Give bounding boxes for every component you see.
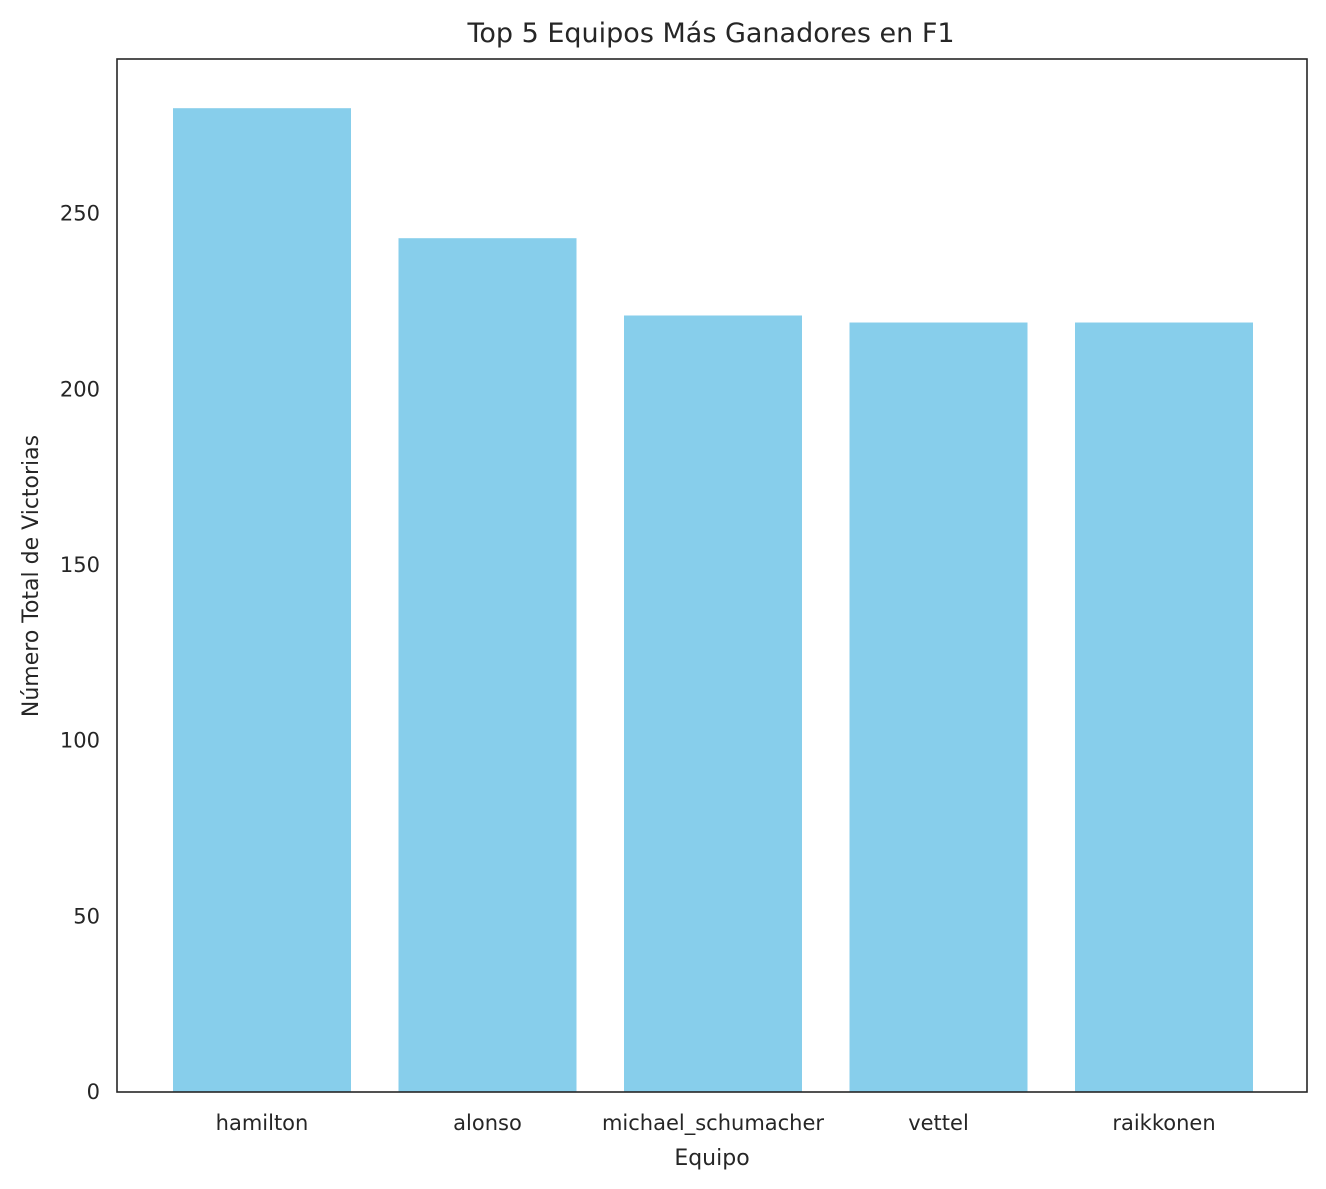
bar-hamilton	[173, 108, 351, 1092]
x-tick-label: raikkonen	[1112, 1111, 1215, 1135]
x-tick-label: hamilton	[216, 1111, 309, 1135]
y-tick-label: 250	[60, 202, 100, 226]
bar-vettel	[849, 322, 1028, 1093]
bar-alonso	[398, 238, 577, 1093]
bar-raikkonen	[1075, 322, 1253, 1093]
plot-frame	[116, 58, 1308, 1093]
x-axis-ticks: hamilton alonso michael_schumacher vettel ra…	[216, 1111, 1216, 1136]
chart-title: Top 5 Equipos Más Ganadores en F1	[466, 18, 954, 49]
y-tick-label: 50	[73, 904, 100, 928]
y-axis-ticks: 0 50 100 150 200 250	[60, 202, 100, 1104]
bars-group	[173, 108, 1253, 1093]
x-tick-label: vettel	[908, 1111, 969, 1135]
y-tick-label: 150	[60, 553, 100, 577]
x-tick-label: alonso	[453, 1111, 522, 1135]
y-tick-label: 200	[60, 377, 100, 401]
x-tick-label: michael_schumacher	[602, 1111, 824, 1136]
x-axis-label: Equipo	[674, 1146, 749, 1171]
y-tick-label: 100	[60, 729, 100, 753]
y-tick-label: 0	[87, 1080, 100, 1104]
y-axis-label: Número Total de Victorias	[19, 435, 44, 717]
bar-michael_schumacher	[624, 315, 802, 1093]
